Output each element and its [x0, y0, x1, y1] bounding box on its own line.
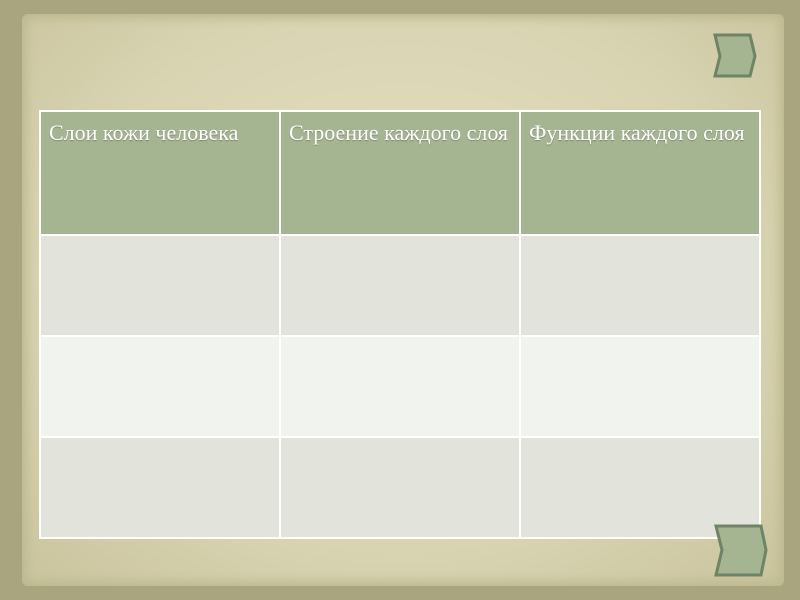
- next-chevron-top-icon[interactable]: [712, 33, 758, 79]
- table-header-row: Слои кожи человека Строение каждого слоя…: [39, 110, 761, 236]
- table-cell: [519, 335, 761, 438]
- header-cell: Функции каждого слоя: [519, 110, 761, 236]
- table-cell: [39, 234, 281, 337]
- header-cell: Слои кожи человека: [39, 110, 281, 236]
- table-row: [39, 234, 761, 337]
- table-cell: [39, 335, 281, 438]
- table-row: [39, 436, 761, 539]
- table-row: [39, 335, 761, 438]
- table-cell: [519, 436, 761, 539]
- header-cell: Строение каждого слоя: [279, 110, 521, 236]
- table-cell: [279, 436, 521, 539]
- skin-layers-table: Слои кожи человека Строение каждого слоя…: [39, 110, 761, 539]
- table-cell: [279, 234, 521, 337]
- table-cell: [279, 335, 521, 438]
- next-chevron-bottom-icon[interactable]: [713, 524, 769, 578]
- table-cell: [519, 234, 761, 337]
- table-cell: [39, 436, 281, 539]
